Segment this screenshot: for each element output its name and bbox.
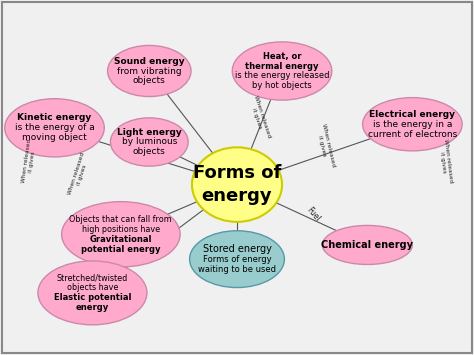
Text: Electrical energy: Electrical energy <box>369 110 456 119</box>
Text: Stretched/twisted: Stretched/twisted <box>57 273 128 283</box>
Text: Forms of energy: Forms of energy <box>203 255 271 264</box>
Ellipse shape <box>110 118 188 166</box>
Ellipse shape <box>108 45 191 97</box>
Text: current of electrons: current of electrons <box>368 130 457 139</box>
Text: objects: objects <box>133 147 166 157</box>
Text: Stored energy: Stored energy <box>202 244 272 254</box>
Text: Sound energy: Sound energy <box>114 56 184 66</box>
Ellipse shape <box>232 42 332 100</box>
Text: Gravitational: Gravitational <box>90 235 152 244</box>
Text: is the energy released: is the energy released <box>235 71 329 81</box>
Text: Light energy: Light energy <box>117 127 182 137</box>
Ellipse shape <box>322 225 412 264</box>
Text: When released
it gives: When released it gives <box>438 139 454 184</box>
Text: Chemical energy: Chemical energy <box>321 240 413 250</box>
Text: Heat, or: Heat, or <box>263 51 301 61</box>
Text: Elastic potential: Elastic potential <box>54 293 131 302</box>
Text: waiting to be used: waiting to be used <box>198 264 276 274</box>
Text: objects: objects <box>133 76 166 86</box>
Text: Kinetic energy: Kinetic energy <box>18 113 91 122</box>
Ellipse shape <box>38 261 147 325</box>
Text: is the energy in a: is the energy in a <box>373 120 452 129</box>
Text: high positions have: high positions have <box>82 225 160 234</box>
Text: is the energy of a: is the energy of a <box>15 123 94 132</box>
Text: from vibrating: from vibrating <box>117 66 182 76</box>
Text: by hot objects: by hot objects <box>252 81 312 91</box>
Ellipse shape <box>363 98 462 151</box>
Text: thermal energy: thermal energy <box>245 61 319 71</box>
Text: potential energy: potential energy <box>81 245 161 254</box>
Text: energy: energy <box>76 303 109 312</box>
Text: Fuel: Fuel <box>304 206 321 224</box>
Ellipse shape <box>62 202 180 267</box>
Ellipse shape <box>190 231 284 288</box>
Text: by luminous: by luminous <box>122 137 177 147</box>
Text: Forms of
energy: Forms of energy <box>193 164 281 206</box>
Text: When released
it gives: When released it gives <box>68 151 91 197</box>
Text: When released
it gives: When released it gives <box>315 123 336 168</box>
Text: moving object: moving object <box>22 133 87 142</box>
Ellipse shape <box>5 99 104 157</box>
Text: When released
it gives: When released it gives <box>21 139 38 184</box>
Text: When released
it gives: When released it gives <box>248 94 272 140</box>
Text: objects have: objects have <box>67 283 118 293</box>
Ellipse shape <box>192 147 282 222</box>
Text: Objects that can fall from: Objects that can fall from <box>70 215 172 224</box>
